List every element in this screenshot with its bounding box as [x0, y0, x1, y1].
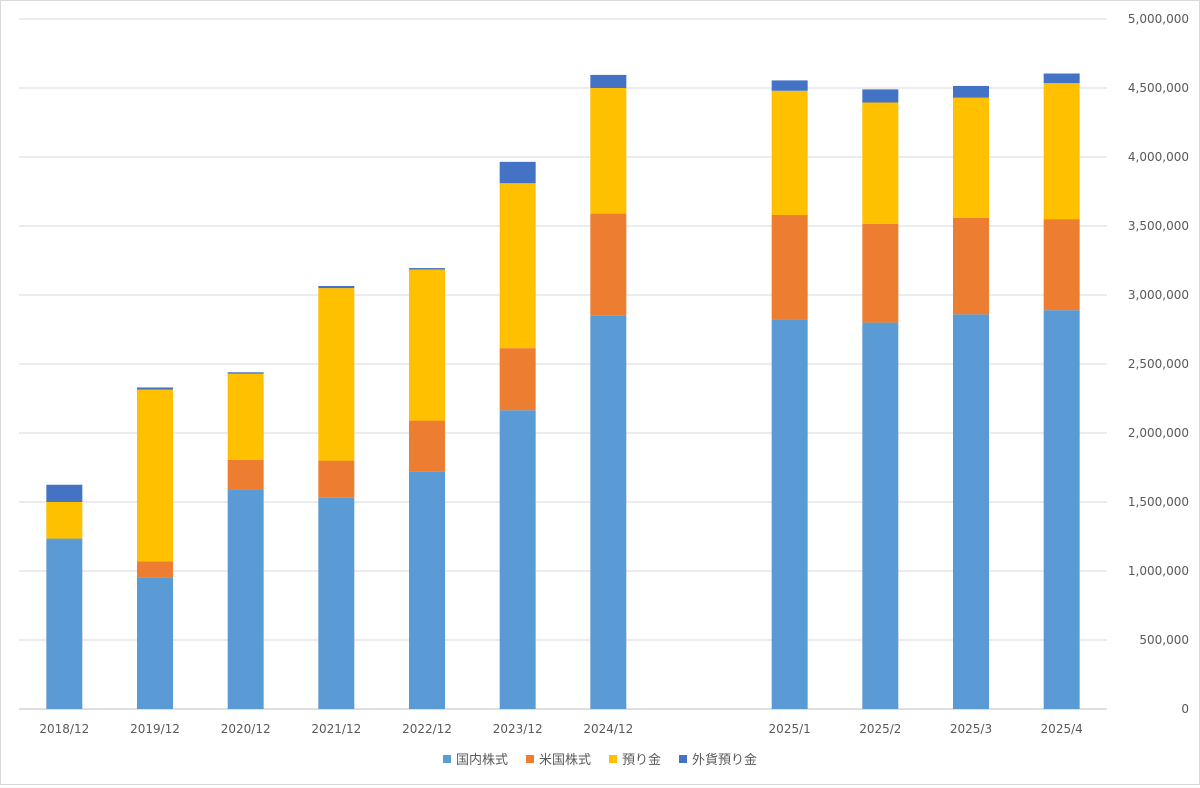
legend-label: 外貨預り金	[692, 753, 758, 768]
bar-segment	[137, 389, 173, 562]
bar-segment	[590, 315, 627, 709]
y-tick-label: 3,500,000	[1128, 219, 1189, 233]
bar-segment	[862, 102, 899, 224]
y-axis-tick-labels: 0 500,000 1,000,000 1,500,000 2,000,000 2,500…	[1128, 12, 1189, 716]
x-tick-label: 2025/2	[859, 722, 901, 736]
y-tick-label: 4,500,000	[1128, 81, 1189, 95]
bar-segment	[499, 161, 536, 184]
bar-segment	[46, 502, 83, 539]
y-tick-label: 2,000,000	[1128, 426, 1189, 440]
x-tick-label: 2021/12	[311, 722, 361, 736]
bar-segment	[1043, 310, 1080, 709]
x-tick-label: 2023/12	[493, 722, 543, 736]
x-tick-label: 2024/12	[583, 722, 633, 736]
bar-segment	[318, 497, 355, 709]
bar-segment	[227, 489, 264, 709]
bar-segment	[1043, 83, 1080, 220]
legend-label: 国内株式	[455, 753, 508, 768]
bar-segment	[409, 471, 445, 709]
legend-item: 国内株式	[442, 749, 508, 768]
bar-segment	[953, 217, 989, 315]
legend-item: 外貨預り金	[679, 749, 757, 768]
legend-swatch	[609, 754, 617, 763]
x-tick-label: 2019/12	[130, 722, 180, 736]
bar-segment	[499, 410, 536, 709]
bar-segment	[318, 460, 355, 498]
legend-swatch	[442, 754, 451, 763]
legend-swatch	[679, 754, 688, 763]
bar-segment	[590, 74, 627, 88]
y-tick-label: 2,500,000	[1128, 357, 1189, 371]
bar-segment	[1043, 73, 1080, 84]
gridlines	[19, 18, 1107, 710]
bar-segment	[318, 286, 355, 289]
legend-item: 米国株式	[525, 749, 591, 768]
y-tick-label: 5,000,000	[1128, 12, 1189, 26]
bar-segment	[862, 322, 899, 709]
bars	[46, 73, 1080, 709]
bar-segment	[409, 420, 445, 472]
bar-segment	[409, 268, 445, 270]
bar-segment	[499, 183, 536, 349]
x-tick-label: 2022/12	[402, 722, 452, 736]
bar-segment	[862, 89, 899, 103]
y-tick-label: 1,500,000	[1128, 495, 1189, 509]
bar-segment	[953, 314, 989, 709]
bar-segment	[227, 372, 264, 374]
bar-segment	[137, 577, 173, 709]
bar-segment	[862, 223, 899, 323]
y-tick-label: 3,000,000	[1128, 288, 1189, 302]
x-tick-label: 2025/4	[1041, 722, 1083, 736]
bar-segment	[46, 538, 83, 709]
legend-item: 預り金	[609, 749, 661, 768]
bar-segment	[953, 85, 989, 98]
y-tick-label: 1,000,000	[1128, 564, 1189, 578]
legend-swatch	[525, 754, 534, 763]
x-tick-label: 2020/12	[221, 722, 271, 736]
x-tick-label: 2025/3	[950, 722, 992, 736]
bar-segment	[318, 288, 355, 461]
bar-segment	[953, 97, 989, 218]
bar-segment	[1043, 219, 1080, 311]
bar-segment	[771, 90, 808, 215]
y-tick-label: 4,000,000	[1128, 150, 1189, 164]
x-tick-label: 2018/12	[39, 722, 89, 736]
bar-segment	[137, 561, 173, 578]
bar-segment	[409, 269, 445, 421]
legend-label: 預り金	[622, 753, 662, 768]
legend-label: 米国株式	[538, 753, 591, 768]
bar-segment	[227, 373, 264, 460]
y-tick-label: 500,000	[1139, 633, 1189, 647]
bar-segment	[227, 459, 264, 490]
bar-segment	[590, 88, 627, 214]
x-axis-tick-labels: 2018/12 2019/12 2020/12 2021/12 2022/12 2023/…	[39, 722, 1082, 736]
x-tick-label: 2025/1	[769, 722, 811, 736]
bar-segment	[590, 213, 627, 316]
y-tick-label: 0	[1181, 702, 1189, 716]
bar-segment	[46, 484, 83, 502]
bar-segment	[137, 387, 173, 390]
bar-segment	[499, 348, 536, 411]
bar-segment	[771, 319, 808, 709]
bar-segment	[771, 214, 808, 320]
legend: 国内株式 米国株式 預り金 外貨預り金	[0, 749, 1200, 768]
bar-segment	[771, 80, 808, 91]
